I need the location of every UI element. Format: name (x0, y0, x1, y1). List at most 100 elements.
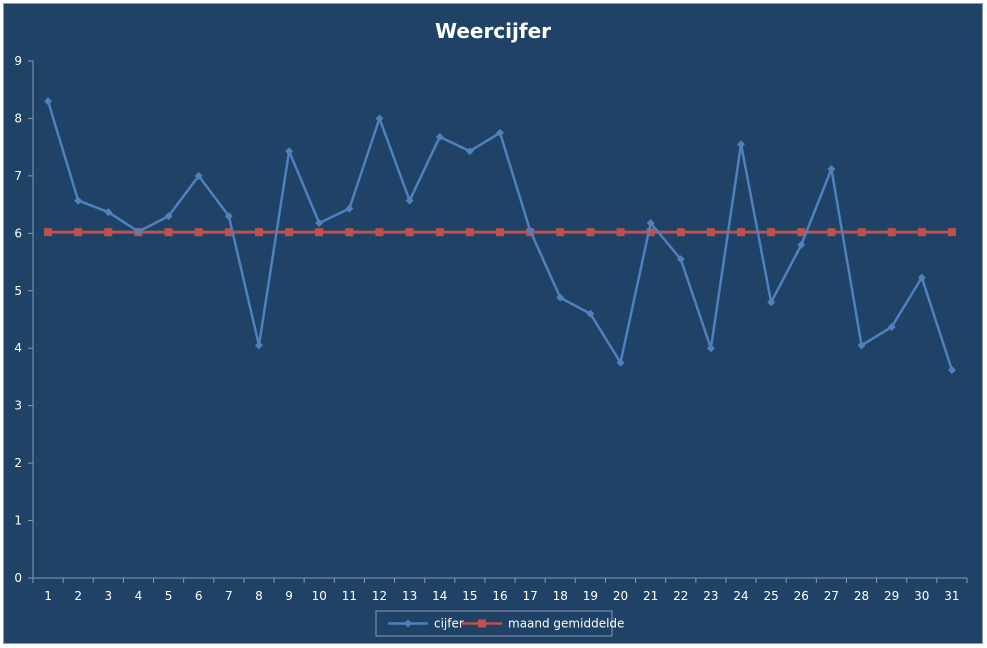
y-tick-label: 8 (14, 111, 22, 125)
chart-title: Weercijfer (435, 19, 551, 43)
data-point-cijfer (947, 366, 956, 375)
data-point-maand-gemiddelde (827, 228, 836, 237)
x-tick-label: 4 (135, 589, 143, 603)
x-tick-label: 5 (165, 589, 173, 603)
data-point-cijfer (405, 196, 414, 205)
data-point-maand-gemiddelde (586, 228, 595, 237)
data-point-maand-gemiddelde (767, 228, 776, 237)
data-point-cijfer (285, 147, 294, 156)
data-point-cijfer (134, 227, 143, 236)
legend-label: maand gemiddelde (508, 617, 624, 631)
data-point-cijfer (465, 147, 474, 156)
y-tick-label: 1 (14, 514, 22, 528)
data-point-maand-gemiddelde (616, 228, 625, 237)
data-point-cijfer (74, 196, 83, 205)
data-point-maand-gemiddelde (706, 228, 715, 237)
x-tick-label: 26 (794, 589, 809, 603)
data-point-cijfer (676, 255, 685, 264)
data-point-cijfer (646, 218, 655, 227)
data-point-maand-gemiddelde (857, 228, 866, 237)
y-tick-label: 0 (14, 571, 22, 585)
x-tick-label: 17 (522, 589, 537, 603)
data-point-cijfer (797, 240, 806, 249)
data-point-cijfer (767, 298, 776, 307)
data-point-cijfer (345, 204, 354, 213)
data-point-cijfer (526, 226, 535, 235)
data-point-maand-gemiddelde (917, 228, 926, 237)
x-tick-label: 14 (432, 589, 447, 603)
legend-marker-square (478, 619, 486, 628)
x-tick-label: 30 (914, 589, 929, 603)
x-tick-label: 19 (583, 589, 598, 603)
x-tick-label: 6 (195, 589, 203, 603)
x-tick-label: 31 (944, 589, 959, 603)
data-point-maand-gemiddelde (44, 228, 53, 237)
x-tick-label: 16 (492, 589, 507, 603)
y-tick-label: 5 (14, 284, 22, 298)
data-point-cijfer (375, 114, 384, 123)
x-tick-label: 27 (824, 589, 839, 603)
data-point-maand-gemiddelde (194, 228, 203, 237)
y-tick-label: 4 (14, 341, 22, 355)
data-point-cijfer (917, 273, 926, 282)
data-point-maand-gemiddelde (676, 228, 685, 237)
chart-area (3, 3, 983, 644)
x-tick-label: 1 (44, 589, 52, 603)
x-tick-label: 9 (285, 589, 293, 603)
data-point-cijfer (254, 341, 263, 350)
data-point-cijfer (315, 218, 324, 227)
y-tick-label: 9 (14, 54, 22, 68)
data-point-cijfer (827, 164, 836, 173)
y-tick-label: 2 (14, 456, 22, 470)
data-point-cijfer (44, 97, 53, 106)
data-point-maand-gemiddelde (435, 228, 444, 237)
x-tick-label: 24 (733, 589, 748, 603)
legend-label: cijfer (434, 617, 464, 631)
data-point-maand-gemiddelde (405, 228, 414, 237)
data-point-maand-gemiddelde (104, 228, 113, 237)
x-tick-label: 11 (342, 589, 357, 603)
x-tick-label: 2 (74, 589, 82, 603)
x-tick-label: 10 (312, 589, 327, 603)
x-tick-label: 25 (764, 589, 779, 603)
x-tick-label: 28 (854, 589, 869, 603)
data-point-maand-gemiddelde (315, 228, 324, 237)
x-tick-label: 8 (255, 589, 263, 603)
data-point-maand-gemiddelde (254, 228, 263, 237)
data-point-maand-gemiddelde (797, 228, 806, 237)
y-tick-label: 3 (14, 399, 22, 413)
data-point-maand-gemiddelde (74, 228, 83, 237)
legend-marker-diamond (404, 619, 412, 628)
series-layer (44, 97, 956, 375)
data-point-maand-gemiddelde (887, 228, 896, 237)
data-point-cijfer (586, 309, 595, 318)
x-tick-label: 3 (105, 589, 113, 603)
data-point-maand-gemiddelde (375, 228, 384, 237)
data-point-maand-gemiddelde (164, 228, 173, 237)
legend: cijfer maand gemiddelde (375, 610, 624, 637)
data-point-maand-gemiddelde (646, 228, 655, 237)
data-point-cijfer (194, 171, 203, 180)
data-point-maand-gemiddelde (496, 228, 504, 237)
x-tick-label: 23 (703, 589, 718, 603)
data-point-cijfer (706, 344, 715, 353)
x-tick-label: 29 (884, 589, 899, 603)
data-point-cijfer (737, 140, 746, 149)
data-point-maand-gemiddelde (556, 228, 565, 237)
data-point-maand-gemiddelde (345, 228, 354, 237)
y-tick-label: 7 (14, 169, 22, 183)
x-tick-label: 20 (613, 589, 628, 603)
data-point-maand-gemiddelde (737, 228, 746, 237)
data-point-maand-gemiddelde (465, 228, 474, 237)
x-tick-label: 18 (553, 589, 568, 603)
data-point-maand-gemiddelde (285, 228, 294, 237)
data-point-cijfer (556, 293, 565, 302)
data-point-cijfer (857, 341, 866, 350)
data-point-maand-gemiddelde (224, 228, 233, 237)
data-point-cijfer (887, 322, 896, 331)
x-tick-label: 22 (673, 589, 688, 603)
x-tick-label: 7 (225, 589, 233, 603)
x-tick-label: 15 (462, 589, 477, 603)
